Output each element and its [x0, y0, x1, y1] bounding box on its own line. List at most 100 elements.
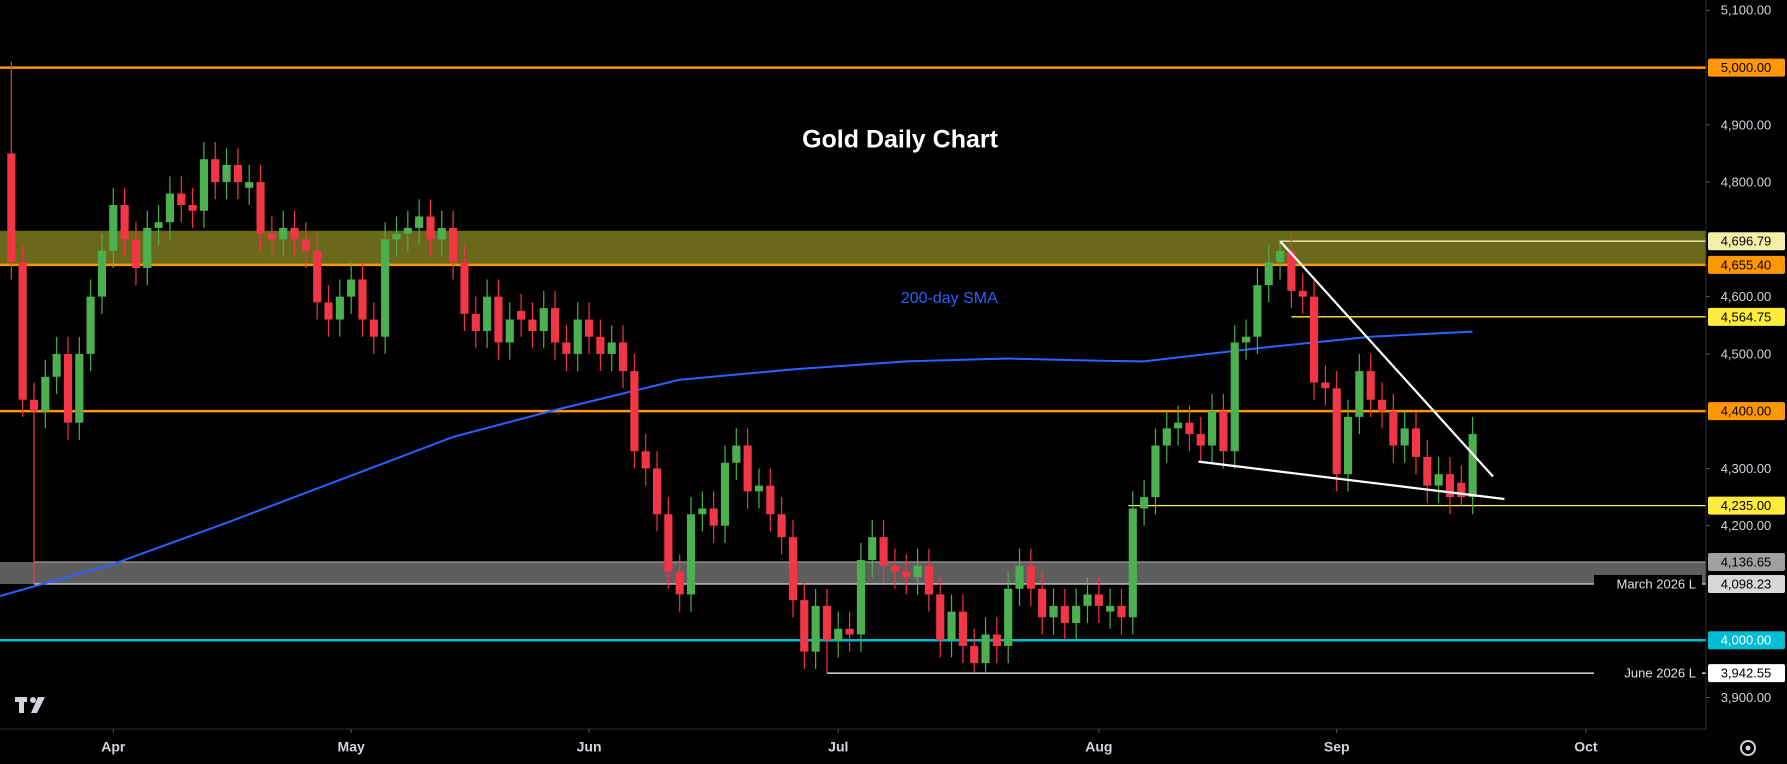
candle-body: [879, 537, 888, 566]
chart-title: Gold Daily Chart: [802, 126, 999, 154]
y-tick-label: 4,500.00: [1721, 346, 1772, 361]
candle-body: [698, 508, 707, 515]
candle-body: [641, 451, 650, 469]
level-label: 5,000.00: [1721, 60, 1772, 75]
candle-body: [743, 445, 752, 492]
candle-body: [471, 313, 480, 331]
trendline: [1198, 460, 1505, 501]
candle-body: [834, 628, 843, 641]
candle-body: [1196, 434, 1205, 446]
candle-body: [607, 342, 616, 354]
candle-body: [1457, 482, 1466, 498]
candle-body: [222, 164, 231, 183]
candle-body: [630, 371, 639, 452]
candle-body: [686, 514, 696, 595]
candle-body: [800, 600, 809, 652]
y-tick-label: 4,900.00: [1721, 117, 1772, 132]
candle-body: [970, 645, 979, 664]
candle-body: [109, 205, 118, 251]
candle-body: [403, 227, 412, 234]
candle-body: [1343, 416, 1353, 475]
candle-body: [1332, 388, 1341, 475]
candle-body: [1309, 296, 1319, 383]
candle-body: [1400, 428, 1409, 446]
candle-body: [845, 628, 854, 635]
candle-body: [1377, 399, 1387, 412]
y-tick-label: 4,300.00: [1721, 461, 1772, 476]
candle-body: [165, 193, 174, 223]
candle-body: [199, 159, 208, 211]
candle-body: [233, 164, 242, 183]
candle-body: [528, 319, 537, 331]
candle-body: [494, 296, 503, 343]
level-label-box: [1708, 402, 1785, 421]
candle-body: [1174, 422, 1183, 429]
candle-body: [1219, 411, 1228, 452]
candle-body: [1026, 565, 1035, 589]
candle-body: [1275, 250, 1285, 263]
candle-body: [1049, 605, 1058, 618]
candle-body: [822, 605, 832, 641]
candle-body: [732, 445, 741, 463]
candle-body: [856, 560, 866, 635]
candle-body: [947, 611, 956, 641]
candle-body: [584, 319, 594, 337]
candle-body: [324, 302, 333, 320]
candle-body: [618, 342, 628, 372]
candle-body: [958, 611, 967, 646]
candle-body: [1208, 411, 1217, 446]
candle-body: [1445, 474, 1455, 498]
x-tick-label: Oct: [1574, 739, 1598, 755]
candle-body: [1321, 382, 1330, 389]
candle-body: [1287, 250, 1296, 291]
settings-icon[interactable]: [1740, 740, 1756, 756]
level-label: 4,655.40: [1721, 257, 1772, 272]
candle-body: [709, 508, 718, 526]
candle-body: [573, 319, 582, 354]
x-tick-label: Jul: [828, 739, 848, 755]
level-note: March 2026 L: [1617, 576, 1697, 591]
price-axis-panel: [1706, 0, 1787, 764]
levels: [0, 66, 1706, 674]
candle-body: [120, 205, 129, 240]
y-tick-label: 3,900.00: [1721, 690, 1772, 705]
candle-body: [188, 205, 197, 211]
candle-body: [675, 571, 684, 595]
candle-body: [766, 485, 775, 515]
candle-body: [256, 182, 265, 234]
candle-body: [1117, 605, 1126, 618]
candle-body: [981, 634, 990, 664]
candle-body: [890, 565, 899, 572]
sma-layer: 200-day SMA: [0, 290, 1473, 598]
candle-body: [777, 514, 786, 538]
level-label: 4,235.00: [1721, 498, 1772, 513]
candle-body: [75, 353, 84, 423]
candle-body: [1015, 565, 1024, 589]
candle-body: [1242, 336, 1251, 343]
candle-body: [7, 153, 16, 263]
candle-body: [1106, 605, 1115, 612]
candle-body: [1151, 445, 1160, 498]
candle-body: [936, 594, 945, 641]
level-label-box: [1708, 232, 1785, 251]
tv-logo: [15, 697, 45, 713]
candle-body: [290, 227, 299, 240]
candle-body: [1355, 371, 1364, 417]
level-label-box: [1708, 496, 1785, 515]
level-label-box: [1708, 664, 1785, 683]
candle-body: [177, 193, 186, 206]
x-tick-label: Aug: [1085, 739, 1112, 755]
candle-body: [1264, 262, 1273, 286]
axes: 5,000.00 4,696.79 4,655.40 4,564.75 4,400.00…: [101, 3, 1785, 755]
candle-body: [392, 233, 401, 240]
trendline: [1279, 240, 1494, 478]
candle-body: [505, 319, 514, 343]
candle-body: [664, 514, 673, 572]
candle-body: [52, 353, 61, 377]
candle-body: [902, 571, 911, 578]
candles: [7, 61, 1477, 674]
candle-body: [1253, 285, 1262, 337]
candle-body: [279, 227, 288, 240]
candle-body: [1389, 411, 1398, 446]
